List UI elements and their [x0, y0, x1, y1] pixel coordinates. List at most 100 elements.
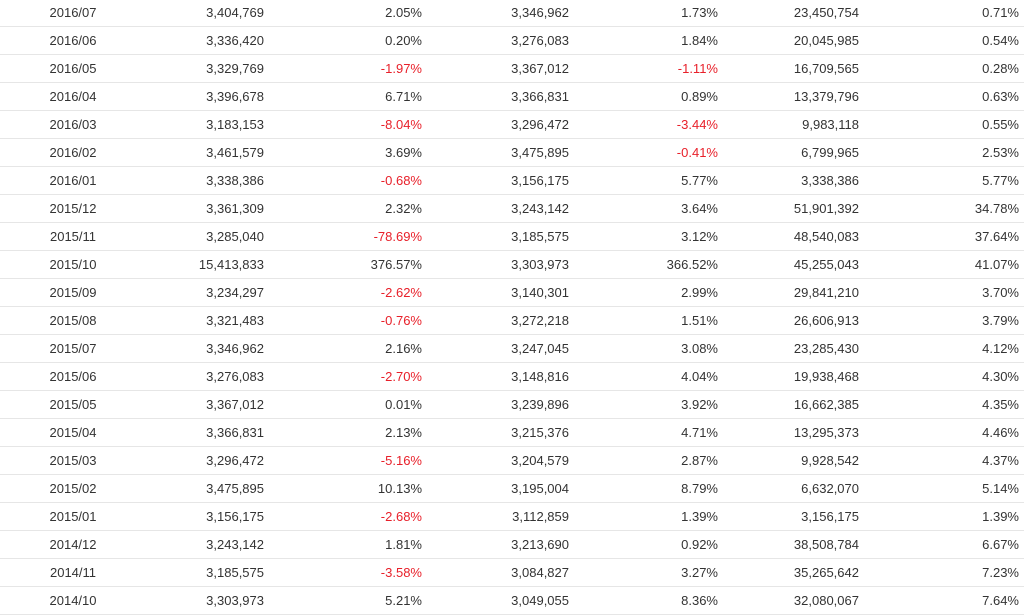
change-1-cell: 1.81%: [292, 530, 438, 559]
month-cell: 2015/06: [0, 362, 146, 391]
cumulative-change-cell: 0.71%: [876, 0, 1024, 27]
month-cell: 2016/02: [0, 138, 146, 167]
cumulative-change-cell: 6.67%: [876, 530, 1024, 559]
value-1-cell: 3,404,769: [146, 0, 292, 27]
change-1-cell: -8.04%: [292, 110, 438, 139]
value-2-cell: 3,303,973: [438, 250, 584, 279]
change-2-cell: 3.08%: [584, 334, 730, 363]
change-1-cell: 0.01%: [292, 390, 438, 419]
value-1-cell: 3,183,153: [146, 110, 292, 139]
change-2-cell: 1.39%: [584, 502, 730, 531]
change-1-cell: -78.69%: [292, 222, 438, 251]
change-2-cell: 0.89%: [584, 82, 730, 111]
change-2-cell: 3.92%: [584, 390, 730, 419]
month-cell: 2015/02: [0, 474, 146, 503]
table-row: 2014/10 3,303,973 5.21% 3,049,055 8.36% 32,08…: [0, 586, 1024, 615]
table-row: 2015/09 3,234,297 -2.62% 3,140,301 2.99% 29,8…: [0, 278, 1024, 307]
change-1-cell: 2.32%: [292, 194, 438, 223]
value-2-cell: 3,247,045: [438, 334, 584, 363]
value-1-cell: 3,276,083: [146, 362, 292, 391]
month-cell: 2015/11: [0, 222, 146, 251]
cumulative-change-cell: 4.37%: [876, 446, 1024, 475]
table-row: 2016/05 3,329,769 -1.97% 3,367,012 -1.11% 16,…: [0, 54, 1024, 83]
table-row: 2015/05 3,367,012 0.01% 3,239,896 3.92% 16,66…: [0, 390, 1024, 419]
change-2-cell: 3.64%: [584, 194, 730, 223]
cumulative-cell: 32,080,067: [730, 586, 876, 615]
value-1-cell: 3,285,040: [146, 222, 292, 251]
change-1-cell: 10.13%: [292, 474, 438, 503]
value-2-cell: 3,239,896: [438, 390, 584, 419]
table-row: 2015/11 3,285,040 -78.69% 3,185,575 3.12% 48,…: [0, 222, 1024, 251]
cumulative-change-cell: 3.79%: [876, 306, 1024, 335]
table-row: 2015/03 3,296,472 -5.16% 3,204,579 2.87% 9,92…: [0, 446, 1024, 475]
month-cell: 2016/06: [0, 26, 146, 55]
value-1-cell: 3,243,142: [146, 530, 292, 559]
value-2-cell: 3,049,055: [438, 586, 584, 615]
cumulative-change-cell: 0.63%: [876, 82, 1024, 111]
table-row: 2015/10 15,413,833 376.57% 3,303,973 366.52%…: [0, 250, 1024, 279]
cumulative-cell: 6,632,070: [730, 474, 876, 503]
cumulative-change-cell: 5.77%: [876, 166, 1024, 195]
cumulative-change-cell: 2.53%: [876, 138, 1024, 167]
change-2-cell: 4.04%: [584, 362, 730, 391]
month-cell: 2015/07: [0, 334, 146, 363]
change-1-cell: -2.70%: [292, 362, 438, 391]
table-row: 2016/07 3,404,769 2.05% 3,346,962 1.73% 23,45…: [0, 0, 1024, 27]
cumulative-change-cell: 0.54%: [876, 26, 1024, 55]
table-row: 2015/07 3,346,962 2.16% 3,247,045 3.08% 23,28…: [0, 334, 1024, 363]
value-1-cell: 3,321,483: [146, 306, 292, 335]
cumulative-cell: 16,709,565: [730, 54, 876, 83]
cumulative-cell: 29,841,210: [730, 278, 876, 307]
change-2-cell: 1.51%: [584, 306, 730, 335]
cumulative-change-cell: 0.28%: [876, 54, 1024, 83]
table-row: 2014/12 3,243,142 1.81% 3,213,690 0.92% 38,50…: [0, 530, 1024, 559]
cumulative-cell: 20,045,985: [730, 26, 876, 55]
value-1-cell: 3,296,472: [146, 446, 292, 475]
cumulative-cell: 38,508,784: [730, 530, 876, 559]
cumulative-cell: 13,295,373: [730, 418, 876, 447]
cumulative-cell: 48,540,083: [730, 222, 876, 251]
change-1-cell: 3.69%: [292, 138, 438, 167]
month-cell: 2015/12: [0, 194, 146, 223]
value-1-cell: 3,367,012: [146, 390, 292, 419]
change-2-cell: 4.71%: [584, 418, 730, 447]
month-cell: 2014/10: [0, 586, 146, 615]
change-1-cell: 0.20%: [292, 26, 438, 55]
change-1-cell: -5.16%: [292, 446, 438, 475]
value-1-cell: 3,234,297: [146, 278, 292, 307]
change-1-cell: 2.16%: [292, 334, 438, 363]
table-row: 2016/06 3,336,420 0.20% 3,276,083 1.84% 20,04…: [0, 26, 1024, 55]
table-row: 2016/01 3,338,386 -0.68% 3,156,175 5.77% 3,33…: [0, 166, 1024, 195]
value-1-cell: 15,413,833: [146, 250, 292, 279]
cumulative-cell: 9,983,118: [730, 110, 876, 139]
change-1-cell: -0.68%: [292, 166, 438, 195]
cumulative-cell: 19,938,468: [730, 362, 876, 391]
value-1-cell: 3,185,575: [146, 558, 292, 587]
value-2-cell: 3,148,816: [438, 362, 584, 391]
cumulative-cell: 45,255,043: [730, 250, 876, 279]
table-row: 2016/04 3,396,678 6.71% 3,366,831 0.89% 13,37…: [0, 82, 1024, 111]
table-row: 2015/04 3,366,831 2.13% 3,215,376 4.71% 13,29…: [0, 418, 1024, 447]
change-2-cell: 3.27%: [584, 558, 730, 587]
value-2-cell: 3,475,895: [438, 138, 584, 167]
month-cell: 2016/04: [0, 82, 146, 111]
value-2-cell: 3,204,579: [438, 446, 584, 475]
change-2-cell: 1.84%: [584, 26, 730, 55]
value-1-cell: 3,156,175: [146, 502, 292, 531]
value-1-cell: 3,336,420: [146, 26, 292, 55]
change-2-cell: 2.99%: [584, 278, 730, 307]
cumulative-change-cell: 0.55%: [876, 110, 1024, 139]
change-1-cell: 5.21%: [292, 586, 438, 615]
table-row: 2014/11 3,185,575 -3.58% 3,084,827 3.27% 35,2…: [0, 558, 1024, 587]
month-cell: 2015/03: [0, 446, 146, 475]
cumulative-change-cell: 4.46%: [876, 418, 1024, 447]
change-2-cell: 8.36%: [584, 586, 730, 615]
value-2-cell: 3,276,083: [438, 26, 584, 55]
change-1-cell: 2.13%: [292, 418, 438, 447]
value-2-cell: 3,213,690: [438, 530, 584, 559]
value-2-cell: 3,140,301: [438, 278, 584, 307]
value-1-cell: 3,361,309: [146, 194, 292, 223]
change-2-cell: 0.92%: [584, 530, 730, 559]
